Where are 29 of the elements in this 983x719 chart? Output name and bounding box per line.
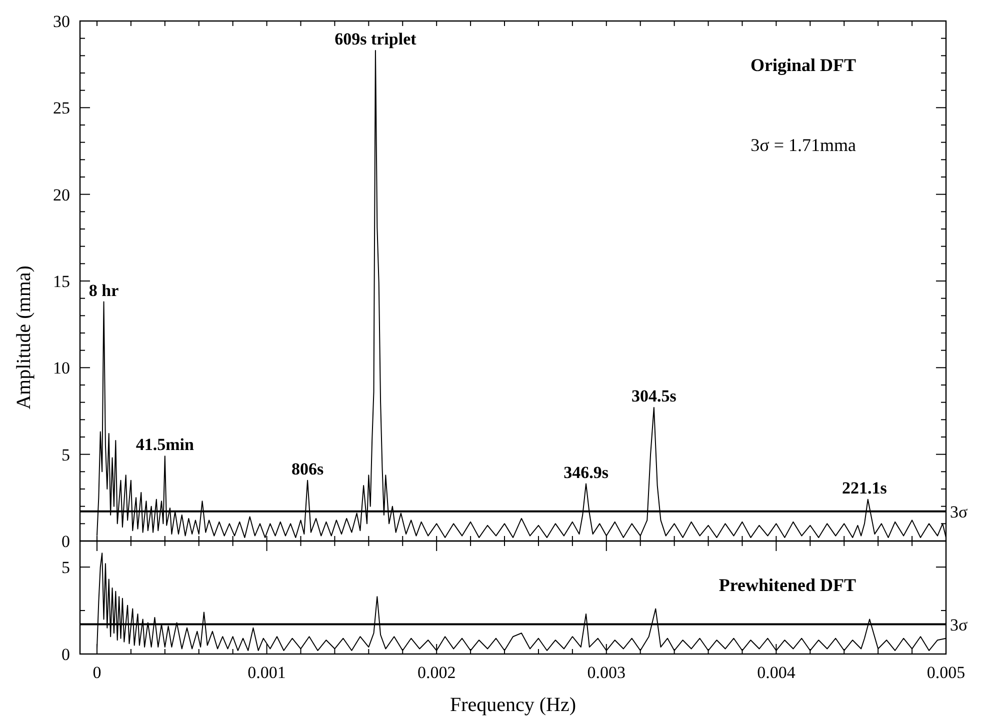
y-tick-label: 30 — [53, 12, 70, 31]
x-tick-label: 0.004 — [757, 663, 796, 682]
annotation: 346.9s — [564, 462, 609, 482]
annotation: Original DFT — [750, 55, 856, 75]
y-tick-label: 5 — [62, 558, 70, 578]
y-tick-label: 5 — [62, 445, 70, 464]
y-axis-title: Amplitude (mma) — [13, 266, 35, 410]
annotation: 41.5min — [136, 435, 194, 454]
y-tick-label: 0 — [62, 532, 70, 551]
ref-line-label: 3σ — [950, 615, 968, 634]
x-tick-label: 0.002 — [417, 663, 456, 682]
x-axis-title: Frequency (Hz) — [450, 694, 576, 716]
annotation: 806s — [291, 459, 324, 478]
annotation: 609s triplet — [334, 29, 417, 48]
y-tick-label: 0 — [62, 645, 70, 664]
annotation: 304.5s — [632, 386, 677, 406]
x-tick-label: 0.005 — [926, 663, 966, 682]
annotation: 221.1s — [842, 478, 888, 498]
x-tick-label: 0.001 — [248, 663, 286, 682]
annotation: 3σ = 1.71mma — [750, 135, 856, 155]
x-tick-label: 0 — [92, 663, 102, 682]
y-tick-label: 20 — [53, 185, 70, 204]
annotation: Prewhitened DFT — [718, 575, 856, 595]
y-tick-label: 10 — [53, 358, 70, 378]
y-tick-label: 25 — [53, 98, 70, 118]
ref-line-label: 3σ — [950, 502, 968, 522]
annotation: 8 hr — [88, 280, 120, 300]
y-tick-label: 15 — [53, 272, 70, 291]
x-tick-label: 0.003 — [587, 663, 626, 682]
